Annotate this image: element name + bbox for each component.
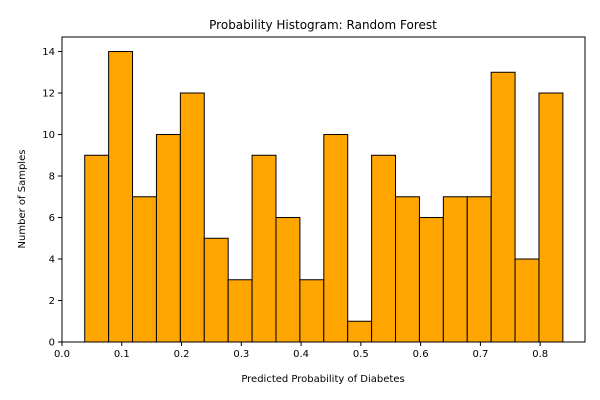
- histogram-bar: [179, 92, 205, 343]
- histogram-bar: [203, 237, 229, 343]
- histogram-bar: [299, 279, 325, 343]
- histogram-bar: [418, 217, 444, 343]
- y-tick-label: 4: [49, 255, 55, 266]
- y-tick-label: 12: [42, 89, 55, 100]
- x-axis: 0.0 0.1 0.2 0.3 0.4 0.5 0.6 0.7 0.8: [54, 342, 548, 360]
- x-tick-label: 0.2: [174, 349, 190, 360]
- y-axis-title: Number of Samples: [17, 150, 28, 249]
- plot-frame: [61, 36, 586, 343]
- histogram-bar: [275, 217, 301, 343]
- histogram-bar: [347, 320, 373, 343]
- histogram-bar: [251, 154, 277, 343]
- histogram-bar: [371, 154, 397, 343]
- y-tick-label: 2: [49, 296, 55, 307]
- y-tick-label: 10: [42, 130, 55, 141]
- x-tick-label: 0.7: [472, 349, 488, 360]
- y-axis: 0 2 4 6 8 10 12 14: [42, 47, 62, 349]
- histogram-bar: [108, 51, 134, 343]
- y-tick-label: 6: [49, 213, 55, 224]
- x-tick-label: 0.3: [233, 349, 249, 360]
- x-tick-label: 0.4: [293, 349, 309, 360]
- histogram-bar: [514, 258, 540, 343]
- x-axis-title: Predicted Probability of Diabetes: [241, 374, 404, 385]
- histogram-bar: [538, 92, 564, 343]
- x-tick-label: 0.6: [413, 349, 429, 360]
- histogram-bar: [227, 279, 253, 343]
- histogram-bar: [132, 196, 157, 343]
- x-tick-label: 0.0: [54, 349, 70, 360]
- histogram-bar: [490, 71, 516, 343]
- histogram-bar: [84, 154, 110, 343]
- histogram-bar: [155, 134, 181, 343]
- y-tick-label: 14: [42, 47, 55, 58]
- histogram-bar: [466, 196, 492, 343]
- histogram-bar: [442, 196, 468, 343]
- bars-group: [84, 51, 564, 343]
- histogram-bar: [395, 196, 420, 343]
- y-tick-label: 8: [49, 172, 55, 183]
- x-tick-label: 0.1: [114, 349, 130, 360]
- chart-title: Probability Histogram: Random Forest: [209, 18, 437, 32]
- y-tick-label: 0: [49, 338, 55, 349]
- x-tick-label: 0.8: [532, 349, 548, 360]
- x-tick-label: 0.5: [353, 349, 369, 360]
- histogram-bar: [323, 134, 349, 343]
